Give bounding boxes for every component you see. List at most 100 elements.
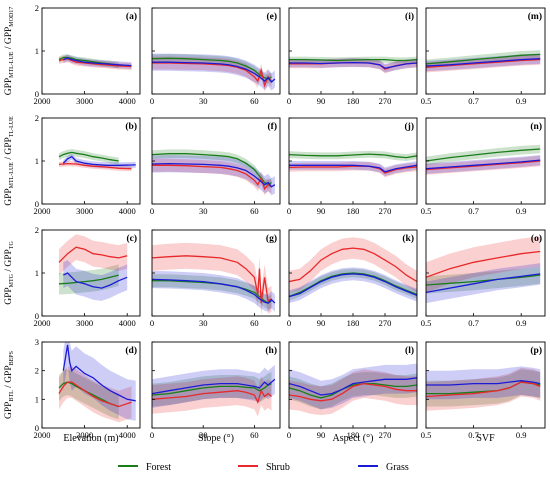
plot-area — [58, 149, 136, 172]
legend-label: Forest — [146, 462, 171, 473]
x-tick-label: 30 — [199, 318, 208, 328]
line-grass — [63, 57, 132, 67]
panel-k: 0 90 180 270 (k) — [287, 229, 418, 328]
line-shrub — [289, 247, 417, 283]
panel-label: (g) — [266, 233, 277, 244]
x-tick-label: 30 — [199, 430, 208, 440]
x-tick-label: 0.5 — [421, 206, 432, 216]
band-grass — [289, 267, 417, 304]
line-shrub — [152, 62, 273, 88]
band-shrub — [152, 242, 272, 316]
plot-area — [426, 50, 541, 73]
panel-m: 0.5 0.7 0.9 (m) — [421, 7, 546, 106]
line-shrub — [58, 162, 132, 170]
x-tick-label: 270 — [379, 96, 392, 106]
x-tick-label: 90 — [317, 96, 326, 106]
band-shrub — [59, 234, 128, 276]
plot-area — [289, 150, 417, 178]
panel-label: (n) — [530, 121, 542, 132]
legend: Forest Shrub Grass — [118, 462, 409, 473]
plot-area — [426, 144, 541, 175]
x-tick-label: 270 — [379, 430, 392, 440]
plot-area — [152, 242, 276, 316]
line-shrub — [152, 389, 272, 405]
panel-label: (c) — [126, 233, 137, 244]
line-grass — [62, 344, 136, 402]
x-tick-label: 0.7 — [468, 96, 479, 106]
line-grass — [426, 159, 541, 170]
x-tick-label: 3000 — [76, 96, 93, 106]
line-forest — [58, 274, 119, 285]
band-grass — [426, 366, 541, 400]
x-axis-label: Slope (°) — [198, 433, 234, 444]
x-tick-label: 4000 — [119, 206, 136, 216]
panel-label: (p) — [530, 345, 542, 356]
panel-j: 0 90 180 270 (j) — [287, 117, 418, 216]
y-tick-label: 0 — [35, 423, 39, 433]
legend-item-shrub: Shrub — [238, 462, 290, 473]
x-tick-label: 0 — [150, 430, 154, 440]
line-grass — [152, 278, 276, 304]
axes-frame — [151, 341, 281, 429]
y-tick-label: 1 — [35, 156, 39, 166]
line-shrub — [58, 246, 128, 263]
panel-label: (h) — [265, 345, 277, 356]
axes-frame — [41, 341, 141, 429]
line-grass — [289, 164, 417, 173]
line-shrub — [152, 164, 272, 191]
line-grass — [289, 61, 417, 69]
x-tick-label: 180 — [347, 430, 360, 440]
line-grass — [152, 162, 276, 188]
band-shrub — [289, 369, 417, 416]
x-tick-label: 2000 — [34, 318, 51, 328]
band-shrub — [152, 56, 272, 92]
panel-label: (m) — [528, 11, 542, 22]
x-tick-label: 0.9 — [516, 206, 527, 216]
y-tick-label: 1 — [35, 46, 39, 56]
panel-label: (l) — [405, 345, 414, 356]
panel-e: 0 30 60 (e) — [150, 7, 281, 106]
panel-n: 0.5 0.7 0.9 (n) — [421, 117, 546, 216]
line-grass — [426, 380, 541, 386]
line-grass — [289, 377, 417, 396]
plot-area — [58, 54, 132, 70]
line-grass — [426, 58, 541, 67]
y-tick-label: 3 — [35, 337, 39, 347]
panel-label: (k) — [402, 233, 414, 244]
x-tick-label: 30 — [199, 96, 208, 106]
line-forest — [426, 148, 541, 162]
panel-c: 0 1 2 2000 3000 4000 (c) — [34, 225, 141, 328]
y-tick-label: 1 — [35, 268, 39, 278]
band-shrub — [426, 236, 541, 293]
panel-g: 0 30 60 (g) — [150, 229, 281, 328]
band-forest — [289, 268, 417, 301]
x-tick-label: 0.5 — [421, 318, 432, 328]
band-forest — [152, 372, 272, 407]
y-tick-label: 2 — [35, 3, 39, 13]
panel-label: (i) — [405, 11, 414, 22]
line-grass — [62, 155, 136, 166]
band-forest — [289, 150, 417, 161]
panel-label: (b) — [125, 121, 137, 132]
band-grass — [426, 263, 541, 304]
panel-d: 0 1 2 3 2000 3000 4000 (d) — [34, 337, 141, 440]
x-tick-label: 0 — [150, 96, 154, 106]
x-tick-label: 2000 — [34, 206, 51, 216]
panel-label: (d) — [125, 345, 137, 356]
panel-label: (j) — [405, 121, 415, 132]
x-axis-label: SVF — [476, 433, 495, 444]
panel-label: (f) — [268, 121, 278, 132]
plot-area — [152, 149, 276, 196]
plot-area — [152, 53, 276, 92]
x-tick-label: 0.9 — [516, 430, 527, 440]
y-tick-label: 2 — [35, 113, 39, 123]
panel-label: (a) — [126, 11, 137, 22]
y-tick-label: 0 — [35, 311, 39, 321]
x-tick-label: 90 — [317, 206, 326, 216]
plot-area — [289, 237, 417, 304]
x-tick-label: 0 — [287, 430, 291, 440]
row-y-label: GPPMTL-LUE / GPPTL-LUE — [4, 116, 15, 206]
plot-area — [426, 236, 541, 304]
line-grass — [152, 61, 276, 83]
x-tick-label: 270 — [379, 206, 392, 216]
